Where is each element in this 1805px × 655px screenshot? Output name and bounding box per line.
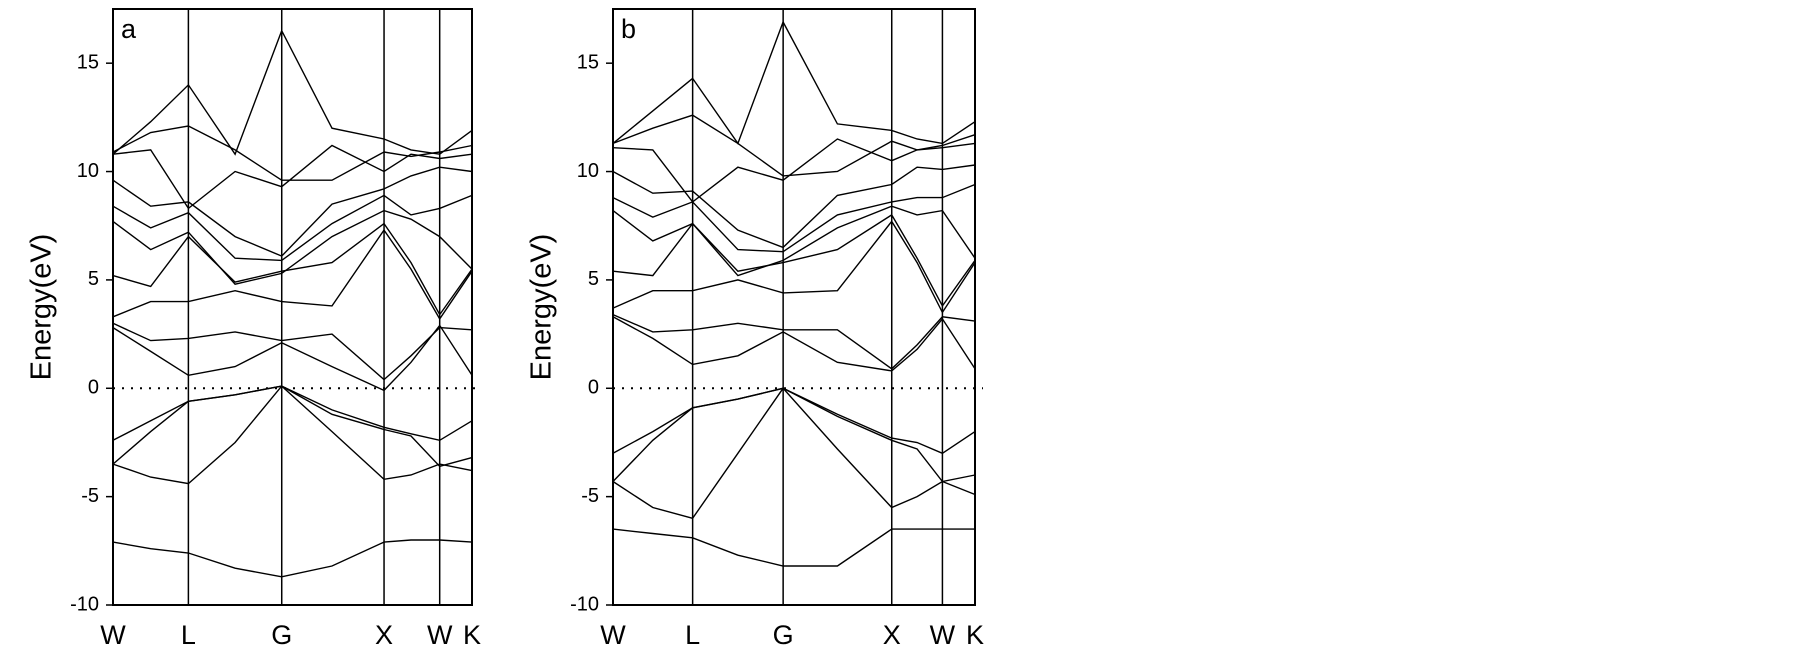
band-line (112, 324, 473, 392)
band-line (112, 385, 473, 468)
y-tick-label: -5 (81, 485, 99, 507)
band-line (112, 385, 473, 485)
band-line (112, 209, 473, 285)
band-line (112, 194, 473, 262)
y-tick-label: 5 (88, 268, 99, 290)
plot-frame (612, 8, 976, 606)
band-line (112, 125, 473, 181)
x-tick-label: W (100, 620, 126, 650)
y-tick-label: 10 (77, 160, 99, 182)
band-line (612, 387, 976, 483)
band-line (612, 138, 976, 203)
y-tick-label: -10 (570, 593, 599, 615)
x-tick-label: K (966, 620, 984, 650)
x-tick-label: L (181, 620, 196, 650)
x-tick-label: W (930, 620, 956, 650)
y-tick-label: 5 (588, 268, 599, 290)
panel-label: b (621, 14, 636, 44)
x-tick-label: X (375, 620, 393, 650)
band-line (612, 220, 976, 314)
band-line (612, 205, 976, 277)
x-tick-label: K (463, 620, 481, 650)
band-line (612, 213, 976, 308)
band-line (112, 228, 473, 321)
x-tick-label: W (600, 620, 626, 650)
y-tick-label: -5 (581, 485, 599, 507)
band-line (112, 222, 473, 316)
band-line (612, 528, 975, 567)
y-tick-label: 15 (77, 51, 99, 73)
band-line (612, 387, 976, 482)
x-tick-label: X (883, 620, 901, 650)
x-tick-label: G (271, 620, 292, 650)
band-line (612, 114, 976, 177)
band-line (612, 313, 976, 370)
x-tick-label: W (427, 620, 453, 650)
y-tick-label: 10 (577, 160, 599, 182)
band-line (112, 144, 473, 210)
band-line (112, 322, 473, 381)
y-tick-label: 0 (88, 377, 99, 399)
y-axis-label: Energy(eV) (26, 234, 58, 381)
band-line (112, 28, 473, 156)
y-tick-label: 15 (577, 51, 599, 73)
band-line (612, 164, 976, 249)
x-tick-label: G (773, 620, 794, 650)
band-line (112, 166, 473, 257)
band-line (112, 385, 473, 465)
band-line (612, 20, 976, 145)
band-line (612, 183, 976, 253)
y-axis-label: Energy(eV) (526, 234, 558, 381)
plot-frame (112, 8, 473, 606)
x-tick-label: L (685, 620, 700, 650)
panel-label: a (121, 14, 137, 44)
band-line (612, 316, 976, 372)
band-line (612, 387, 976, 520)
y-tick-label: 0 (588, 377, 599, 399)
y-tick-label: -10 (70, 593, 99, 615)
band-line (112, 539, 473, 578)
